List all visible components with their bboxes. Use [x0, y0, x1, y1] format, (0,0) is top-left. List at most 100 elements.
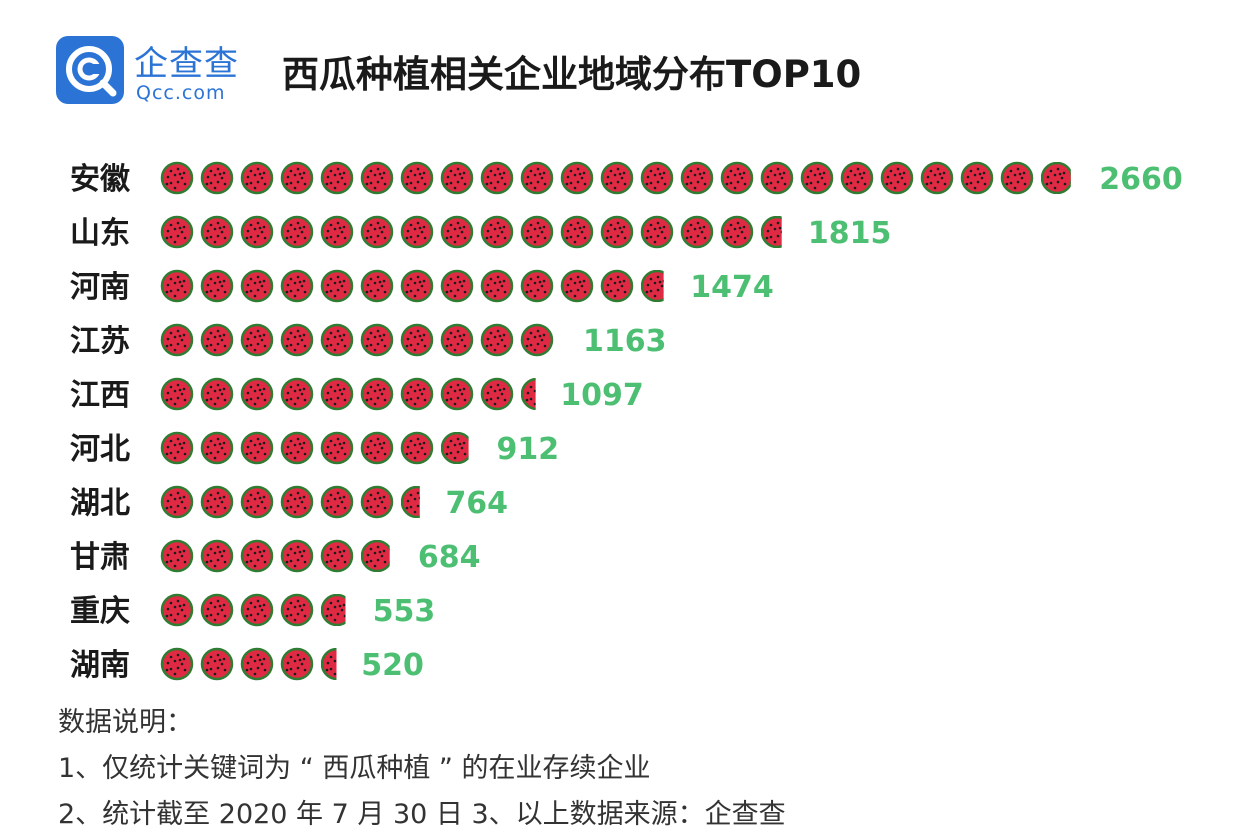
watermelon-icon	[640, 215, 674, 249]
watermelon-icon	[360, 377, 394, 411]
watermelon-icon	[320, 215, 354, 249]
category-label: 江西	[70, 378, 130, 413]
watermelon-icon	[360, 323, 394, 357]
value-label: 553	[373, 594, 436, 629]
watermelon-icon	[361, 540, 390, 572]
watermelon-icon	[480, 323, 514, 357]
qcc-logo-icon	[56, 36, 124, 104]
category-label: 河南	[70, 270, 130, 305]
watermelon-icon	[760, 161, 794, 195]
watermelon-icon	[800, 161, 834, 195]
value-label: 1474	[690, 270, 774, 305]
category-label: 重庆	[70, 594, 130, 629]
watermelon-icon	[600, 269, 634, 303]
watermelon-icon	[320, 485, 354, 519]
category-label: 湖南	[70, 648, 130, 683]
watermelon-icon	[160, 431, 194, 465]
watermelon-icon	[280, 539, 314, 573]
watermelon-icon	[360, 215, 394, 249]
watermelon-icon	[280, 161, 314, 195]
watermelon-icon	[440, 323, 474, 357]
watermelon-icon	[200, 269, 234, 303]
watermelon-icon	[400, 215, 434, 249]
watermelon-icon	[680, 215, 714, 249]
watermelon-icon	[240, 593, 274, 627]
watermelon-icon	[920, 161, 954, 195]
watermelon-icon	[240, 485, 274, 519]
watermelon-icon	[240, 647, 274, 681]
watermelon-icon	[280, 647, 314, 681]
category-label: 河北	[70, 432, 130, 467]
value-label: 520	[361, 648, 424, 683]
watermelon-icon	[160, 215, 194, 249]
watermelon-icon	[160, 485, 194, 519]
value-label: 912	[496, 432, 559, 467]
watermelon-icon	[680, 161, 714, 195]
qcc-logo: 企查查 Qcc.com	[56, 36, 256, 106]
watermelon-icon	[280, 593, 314, 627]
watermelon-icon	[160, 593, 194, 627]
watermelon-icon	[200, 215, 234, 249]
category-label: 湖北	[70, 486, 130, 521]
watermelon-icon	[480, 161, 514, 195]
watermelon-icon	[240, 215, 274, 249]
watermelon-icon	[441, 432, 469, 464]
watermelon-icon	[720, 215, 754, 249]
watermelon-icon	[400, 161, 434, 195]
value-label: 1163	[583, 324, 667, 359]
watermelon-icon	[400, 323, 434, 357]
value-label: 2660	[1099, 162, 1183, 197]
watermelon-icon	[200, 323, 234, 357]
watermelon-icon	[761, 216, 782, 248]
watermelon-icon	[160, 539, 194, 573]
logo-text-cn: 企查查	[134, 44, 239, 84]
value-label: 684	[418, 540, 481, 575]
watermelon-icon	[641, 270, 664, 302]
watermelon-icon	[401, 486, 420, 518]
watermelon-icon	[480, 377, 514, 411]
watermelon-icon	[600, 161, 634, 195]
watermelon-icon	[240, 323, 274, 357]
watermelon-icon	[321, 594, 346, 626]
watermelon-icon	[320, 269, 354, 303]
watermelon-icon	[240, 161, 274, 195]
watermelon-icon	[560, 215, 594, 249]
watermelon-icon	[480, 215, 514, 249]
watermelon-icon	[280, 485, 314, 519]
value-label: 1815	[808, 216, 892, 251]
watermelon-icon	[560, 161, 594, 195]
watermelon-icon	[160, 647, 194, 681]
logo-text-en: Qcc.com	[136, 82, 226, 104]
watermelon-icon	[360, 485, 394, 519]
watermelon-pictogram-chart: 安徽 2660 山东 1815 河南 1474 江苏 1163 江西 1097 河北 912 湖北 764…	[70, 161, 1183, 683]
watermelon-icon	[600, 215, 634, 249]
notes-line-1: 1、仅统计关键词为 “ 西瓜种植 ” 的在业存续企业	[58, 753, 651, 784]
category-label: 江苏	[70, 324, 130, 359]
data-notes: 数据说明： 1、仅统计关键词为 “ 西瓜种植 ” 的在业存续企业 2、统计截至 …	[58, 700, 786, 838]
category-label: 山东	[70, 216, 130, 251]
watermelon-icon	[240, 431, 274, 465]
watermelon-icon	[521, 378, 536, 410]
watermelon-icon	[400, 377, 434, 411]
notes-heading: 数据说明：	[58, 707, 193, 738]
watermelon-icon	[160, 269, 194, 303]
watermelon-icon	[440, 215, 474, 249]
watermelon-icon	[440, 377, 474, 411]
watermelon-icon	[360, 161, 394, 195]
watermelon-icon	[480, 269, 514, 303]
watermelon-icon	[440, 161, 474, 195]
watermelon-icon	[1000, 161, 1034, 195]
watermelon-icon	[880, 161, 914, 195]
watermelon-icon	[960, 161, 994, 195]
chart-title: 西瓜种植相关企业地域分布TOP10	[282, 53, 862, 96]
watermelon-icon	[640, 161, 674, 195]
watermelon-icon	[560, 269, 594, 303]
watermelon-icon	[240, 377, 274, 411]
watermelon-icon	[520, 323, 554, 357]
watermelon-icon	[320, 431, 354, 465]
watermelon-icon	[520, 215, 554, 249]
value-label: 764	[445, 486, 508, 521]
notes-line-2: 2、统计截至 2020 年 7 月 30 日 3、以上数据来源：企查查	[58, 799, 786, 830]
watermelon-icon	[280, 323, 314, 357]
watermelon-icon	[240, 539, 274, 573]
